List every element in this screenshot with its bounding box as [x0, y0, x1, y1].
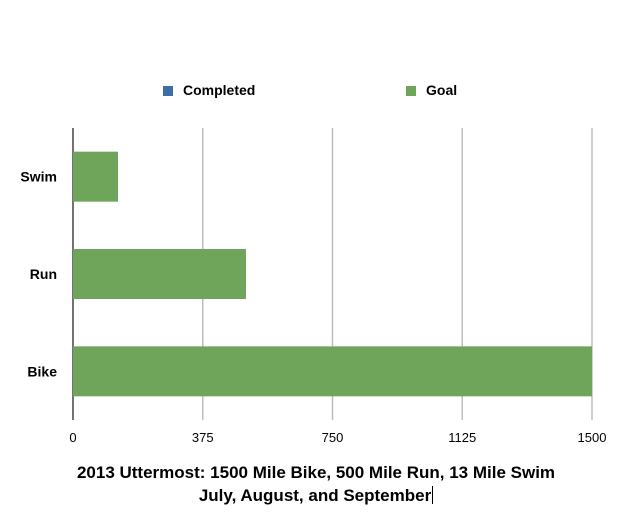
x-tick-label: 0: [69, 430, 76, 445]
bar-goal-run: [73, 249, 246, 299]
legend-item-completed: Completed: [163, 82, 255, 98]
bar-goal-bike: [73, 346, 592, 397]
x-tick-label: 1500: [578, 430, 607, 445]
chart-subtitle-wrap: July, August, and September: [0, 485, 632, 507]
x-tick-label: 375: [192, 430, 214, 445]
legend-swatch-completed: [163, 86, 173, 96]
y-category-label: Run: [30, 266, 57, 282]
legend-item-goal: Goal: [406, 82, 457, 98]
legend-label-completed: Completed: [183, 82, 256, 98]
bar-goal-swim: [73, 151, 118, 202]
legend-label-goal: Goal: [426, 82, 458, 98]
text-cursor: [432, 486, 434, 504]
chart-title: 2013 Uttermost: 1500 Mile Bike, 500 Mile…: [76, 463, 556, 482]
x-tick-label: 1125: [448, 430, 476, 445]
x-tick-label: 750: [322, 430, 344, 445]
chart-subtitle: July, August, and September: [198, 486, 432, 505]
y-category-label: Swim: [20, 169, 57, 185]
y-category-label: Bike: [27, 363, 57, 379]
legend-swatch-goal: [406, 86, 416, 96]
